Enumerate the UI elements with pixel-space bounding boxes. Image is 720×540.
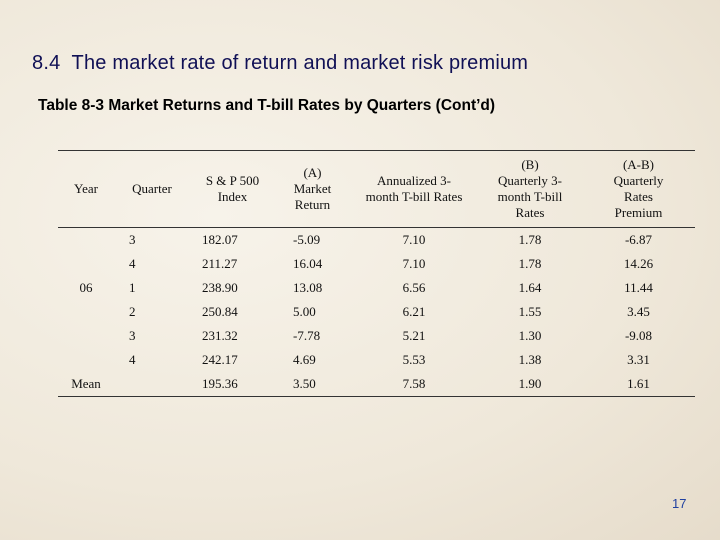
value-cell: -9.08 — [624, 328, 653, 343]
value-cell: 4.69 — [293, 352, 316, 367]
value-cell: 1.61 — [627, 376, 650, 391]
quarter-cell: 3 — [129, 328, 136, 343]
quarter-cell: 3 — [129, 232, 136, 247]
value-cell: 211.27 — [202, 256, 238, 271]
column-header: Year — [74, 181, 98, 196]
value-cell: 1.90 — [518, 376, 542, 391]
value-cell: 13.08 — [293, 280, 323, 295]
year-cell — [58, 324, 114, 348]
value-cell: 1.78 — [518, 256, 542, 271]
page-number: 17 — [672, 496, 687, 511]
table-row: 3 182.07 -5.09 7.10 1.78 -6.87 — [58, 228, 695, 253]
year-cell: Mean — [71, 376, 101, 391]
year-cell — [58, 228, 114, 253]
value-cell: 6.56 — [402, 280, 426, 295]
quarter-cell: 2 — [129, 304, 136, 319]
column-header: (B) Quarterly 3- month T-bill Rates — [497, 157, 563, 220]
table-row: Mean 195.36 3.50 7.58 1.90 1.61 — [58, 372, 695, 397]
column-header: (A-B) Quarterly Rates Premium — [613, 157, 664, 220]
table-row: 2 250.84 5.00 6.21 1.55 3.45 — [58, 300, 695, 324]
value-cell: -6.87 — [624, 232, 653, 247]
slide-title: 8.4 The market rate of return and market… — [32, 52, 529, 74]
year-cell — [58, 348, 114, 372]
value-cell: -5.09 — [293, 232, 321, 247]
value-cell: 195.36 — [202, 376, 238, 391]
table-body: 3 182.07 -5.09 7.10 1.78 -6.87 4 211.27 16.04 7.1… — [58, 228, 695, 397]
value-cell: 3.50 — [293, 376, 316, 391]
value-cell: 5.00 — [293, 304, 316, 319]
table-caption: Table 8-3 Market Returns and T-bill Rate… — [38, 97, 496, 114]
header-row: Year Quarter S & P 500 Index (A) Market Ret… — [58, 150, 695, 228]
column-header: Annualized 3- month T-bill Rates — [365, 173, 463, 204]
value-cell: 6.21 — [402, 304, 426, 319]
value-cell: 1.64 — [518, 280, 542, 295]
value-cell: 7.58 — [402, 376, 426, 391]
value-cell: 1.55 — [518, 304, 542, 319]
quarter-cell: 4 — [129, 352, 136, 367]
value-cell: 231.32 — [202, 328, 238, 343]
year-cell — [58, 300, 114, 324]
value-cell: 1.38 — [518, 352, 542, 367]
value-cell: 250.84 — [202, 304, 238, 319]
value-cell: 3.31 — [627, 352, 650, 367]
quarter-cell: 4 — [129, 256, 136, 271]
value-cell: 14.26 — [623, 256, 654, 271]
table-row: 4 242.17 4.69 5.53 1.38 3.31 — [58, 348, 695, 372]
quarter-cell: 1 — [129, 280, 136, 295]
value-cell: 11.44 — [624, 280, 653, 295]
year-cell — [58, 252, 114, 276]
value-cell: 5.53 — [402, 352, 426, 367]
value-cell: 3.45 — [627, 304, 650, 319]
value-cell: 7.10 — [402, 232, 426, 247]
table-row: 06 1 238.90 13.08 6.56 1.64 11.44 — [58, 276, 695, 300]
column-header: Quarter — [132, 181, 172, 196]
table-row: 3 231.32 -7.78 5.21 1.30 -9.08 — [58, 324, 695, 348]
value-cell: 242.17 — [202, 352, 238, 367]
table-row: 4 211.27 16.04 7.10 1.78 14.26 — [58, 252, 695, 276]
value-cell: 16.04 — [293, 256, 323, 271]
value-cell: 1.30 — [518, 328, 542, 343]
value-cell: 5.21 — [402, 328, 426, 343]
data-table: Year Quarter S & P 500 Index (A) Market Ret… — [58, 150, 695, 397]
value-cell: -7.78 — [293, 328, 321, 343]
column-header: (A) Market Return — [293, 165, 332, 212]
year-cell: 06 — [79, 280, 93, 295]
value-cell: 7.10 — [402, 256, 426, 271]
value-cell: 238.90 — [202, 280, 238, 295]
column-header: S & P 500 Index — [205, 173, 260, 204]
value-cell: 182.07 — [202, 232, 238, 247]
value-cell: 1.78 — [518, 232, 542, 247]
quarter-cell — [114, 372, 190, 397]
